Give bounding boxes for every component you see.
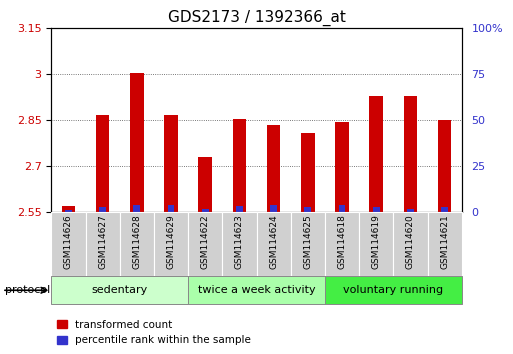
Bar	[427, 212, 462, 276]
Bar	[441, 207, 448, 212]
Bar	[168, 205, 174, 212]
Text: GSM114621: GSM114621	[440, 214, 449, 269]
Text: GSM114618: GSM114618	[338, 214, 346, 269]
Text: GSM114622: GSM114622	[201, 214, 210, 269]
Text: GSM114629: GSM114629	[167, 214, 175, 269]
Text: voluntary running: voluntary running	[343, 285, 443, 295]
Bar	[267, 125, 281, 212]
Text: GSM114626: GSM114626	[64, 214, 73, 269]
Bar	[86, 212, 120, 276]
Bar	[51, 276, 188, 304]
Bar	[339, 205, 345, 212]
Bar	[65, 210, 72, 212]
Text: GSM114627: GSM114627	[98, 214, 107, 269]
Bar	[304, 207, 311, 212]
Bar	[222, 212, 256, 276]
Title: GDS2173 / 1392366_at: GDS2173 / 1392366_at	[168, 9, 345, 25]
Bar	[404, 96, 417, 212]
Bar	[407, 209, 414, 212]
Text: GSM114625: GSM114625	[303, 214, 312, 269]
Bar	[438, 120, 451, 212]
Bar	[130, 73, 144, 212]
Bar	[232, 119, 246, 212]
Bar	[120, 212, 154, 276]
Text: GSM114620: GSM114620	[406, 214, 415, 269]
Bar	[154, 212, 188, 276]
Bar	[301, 133, 314, 212]
Text: protocol: protocol	[5, 285, 50, 295]
Bar	[373, 207, 380, 212]
Text: GSM114619: GSM114619	[372, 214, 381, 269]
Legend: transformed count, percentile rank within the sample: transformed count, percentile rank withi…	[56, 320, 251, 345]
Text: GSM114624: GSM114624	[269, 214, 278, 269]
Bar	[188, 276, 325, 304]
Bar	[393, 212, 427, 276]
Bar	[325, 212, 359, 276]
Text: sedentary: sedentary	[92, 285, 148, 295]
Bar	[256, 212, 291, 276]
Bar	[96, 115, 109, 212]
Bar	[51, 212, 86, 276]
Bar	[62, 206, 75, 212]
Bar	[335, 122, 349, 212]
Bar	[291, 212, 325, 276]
Bar	[236, 206, 243, 212]
Bar	[359, 212, 393, 276]
Bar	[270, 205, 277, 212]
Text: GSM114623: GSM114623	[235, 214, 244, 269]
Bar	[199, 157, 212, 212]
Bar	[164, 115, 178, 212]
Bar	[133, 205, 140, 212]
Text: GSM114628: GSM114628	[132, 214, 141, 269]
Bar	[188, 212, 222, 276]
Bar	[202, 209, 209, 212]
Bar	[325, 276, 462, 304]
Bar	[369, 96, 383, 212]
Bar	[99, 207, 106, 212]
Text: twice a week activity: twice a week activity	[198, 285, 315, 295]
